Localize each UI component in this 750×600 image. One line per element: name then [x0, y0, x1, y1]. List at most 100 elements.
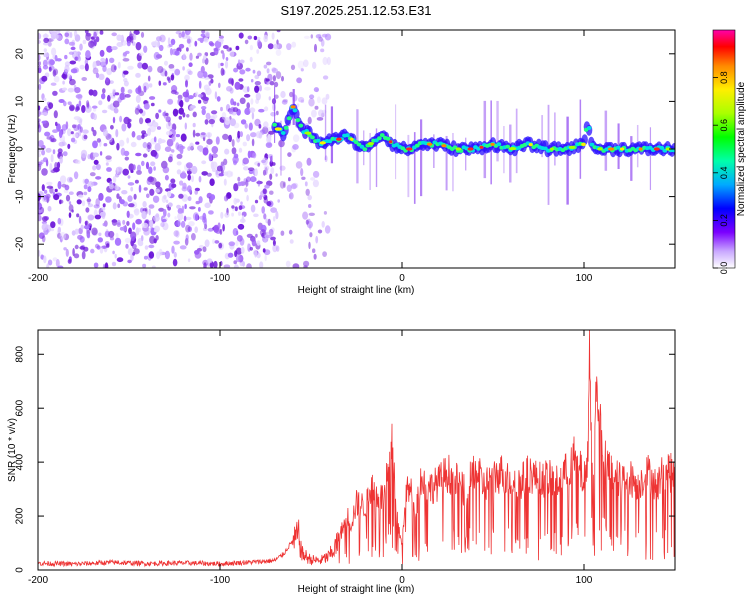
noise-speckle	[38, 54, 41, 61]
noise-speckle	[179, 245, 187, 250]
noise-speckle	[55, 121, 58, 127]
noise-speckle	[203, 219, 207, 226]
colorbar-ticks: 0.0 0.2 0.4 0.6 0.8	[713, 71, 729, 274]
noise-speckle	[195, 55, 199, 59]
noise-speckle	[69, 32, 73, 38]
noise-speckle	[213, 224, 220, 233]
noise-speckle	[109, 92, 113, 97]
noise-speckle	[170, 178, 176, 184]
noise-speckle	[58, 130, 63, 139]
noise-speckle	[86, 102, 90, 109]
noise-speckle	[143, 229, 150, 236]
noise-speckle	[239, 69, 246, 75]
ridge-hotspot	[467, 147, 474, 151]
noise-speckle	[46, 185, 54, 189]
noise-speckle	[270, 167, 275, 175]
noise-speckle	[169, 48, 173, 56]
noise-speckle	[128, 248, 134, 254]
noise-speckle	[158, 44, 164, 52]
ridge-core	[345, 133, 350, 138]
noise-speckle	[246, 194, 249, 202]
noise-speckle	[197, 70, 204, 79]
noise-speckle	[181, 205, 185, 214]
noise-speckle	[210, 161, 215, 170]
noise-speckle	[94, 214, 102, 220]
ridge-core	[589, 142, 595, 147]
noise-speckle	[195, 141, 200, 145]
noise-speckle	[214, 240, 220, 244]
ridge-hotspot	[479, 145, 484, 149]
noise-speckle	[67, 143, 71, 149]
noise-speckle	[59, 199, 64, 204]
noise-speckle	[235, 45, 240, 51]
noise-speckle	[233, 264, 239, 268]
noise-speckle	[42, 42, 50, 46]
snr-plot-area	[38, 330, 675, 570]
noise-speckle	[198, 145, 203, 153]
snr-frame	[37, 329, 676, 571]
noise-speckle	[117, 203, 121, 209]
noise-speckle	[101, 93, 106, 100]
noise-speckle	[277, 199, 281, 203]
noise-speckle	[262, 157, 268, 166]
noise-speckle	[77, 55, 81, 62]
noise-speckle	[270, 207, 277, 213]
noise-speckle	[52, 69, 57, 77]
noise-speckle	[204, 239, 210, 248]
noise-speckle	[42, 216, 48, 222]
noise-speckle	[130, 35, 134, 44]
noise-speckle	[254, 81, 261, 86]
noise-speckle	[223, 178, 227, 186]
ridge-hotspot	[426, 142, 433, 146]
noise-speckle	[270, 111, 277, 117]
noise-speckle	[256, 36, 261, 41]
noise-speckle	[252, 152, 257, 159]
noise-speckle	[64, 184, 70, 191]
noise-speckle	[50, 221, 56, 229]
noise-speckle	[106, 167, 112, 172]
ridge-core	[298, 123, 304, 128]
noise-speckle	[146, 142, 152, 150]
snr-series-line	[38, 330, 675, 568]
y-tick-label: -20	[15, 237, 26, 252]
noise-speckle	[275, 49, 282, 56]
noise-speckle	[57, 148, 63, 154]
noise-speckle	[122, 219, 126, 225]
noise-speckle	[304, 181, 308, 187]
noise-speckle	[269, 190, 274, 195]
noise-speckle	[186, 35, 191, 40]
noise-speckle	[211, 110, 218, 115]
noise-speckle	[214, 40, 222, 49]
noise-speckle	[45, 159, 49, 167]
noise-speckle	[235, 230, 239, 236]
noise-speckle	[142, 263, 147, 268]
noise-speckle	[179, 99, 184, 108]
ridge-core	[615, 145, 621, 150]
noise-speckle	[306, 157, 312, 166]
noise-speckle	[254, 118, 261, 127]
noise-speckle	[220, 38, 224, 45]
noise-speckle	[93, 113, 97, 121]
noise-speckle	[73, 171, 79, 180]
noise-speckle	[271, 98, 277, 105]
noise-speckle	[116, 193, 120, 200]
noise-speckle	[249, 44, 254, 51]
noise-speckle	[205, 112, 211, 120]
noise-speckle	[158, 80, 162, 86]
noise-speckle	[70, 46, 76, 51]
noise-speckle	[113, 65, 117, 71]
noise-speckle	[185, 216, 192, 221]
noise-speckle	[43, 37, 50, 44]
noise-speckle	[102, 65, 107, 72]
noise-speckle	[66, 73, 71, 79]
noise-speckle	[237, 59, 241, 67]
noise-speckle	[242, 157, 249, 165]
noise-speckle	[252, 69, 256, 74]
noise-speckle	[233, 183, 239, 192]
noise-speckle	[272, 239, 276, 247]
noise-speckle	[168, 156, 173, 163]
noise-speckle	[92, 140, 98, 149]
noise-speckle	[162, 112, 166, 117]
noise-speckle	[90, 152, 94, 160]
noise-speckle	[87, 181, 94, 188]
